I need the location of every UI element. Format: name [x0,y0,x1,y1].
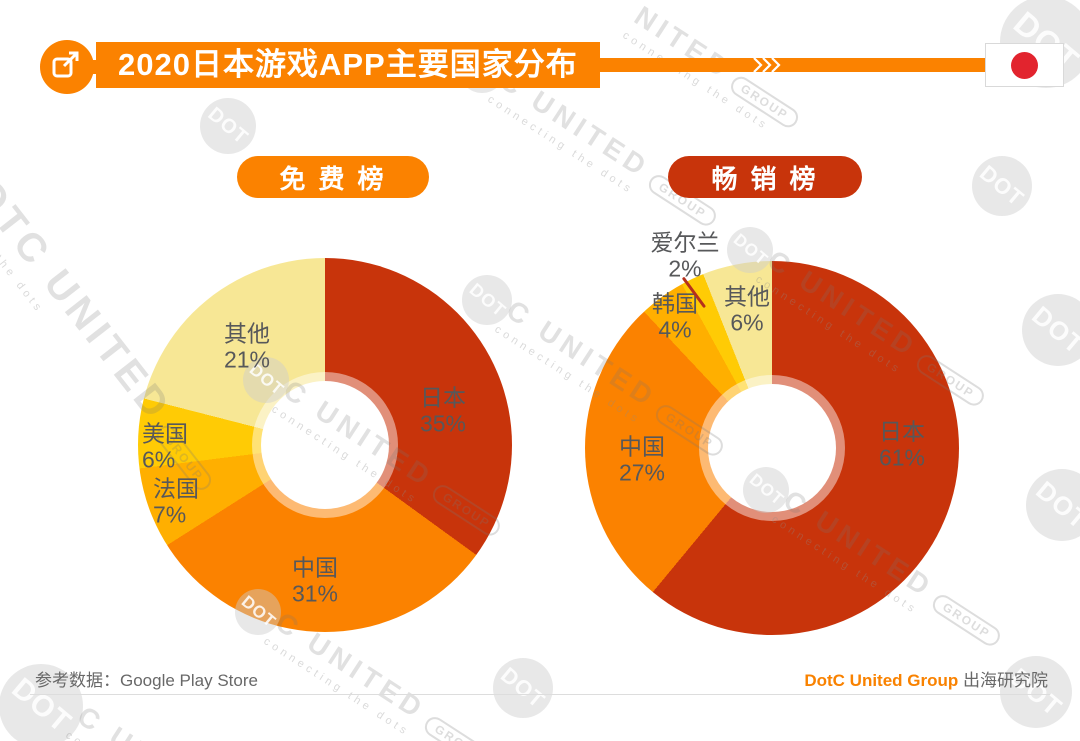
dotc-logo-text: DOT [975,160,1030,212]
dotc-logo-text: DOT [203,102,253,149]
page-title: 2020日本游戏APP主要国家分布 [96,42,600,88]
data-source-note: 参考数据：Google Play Store [35,671,258,690]
dotc-logo-text: DOT [1026,299,1080,360]
donut-hole [261,381,389,509]
free-chart-title: 免费榜 [237,156,429,198]
dotc-logo-text: DOT [496,662,551,714]
japan-flag-circle [1011,51,1038,79]
header-bar [598,58,985,72]
grossing-chart-title: 畅销榜 [668,156,862,198]
dotc-logo-circle: DOT [462,275,512,325]
brand-suffix: 出海研究院 [963,671,1048,690]
header-badge [40,40,94,94]
chevrons-right-icon [753,57,781,73]
dotc-logo-text: DOT [465,278,510,321]
dotc-logo-circle: DOT [200,98,256,154]
donut-hole [708,384,836,512]
dotc-logo-circle: DOT [1026,469,1080,541]
dotc-logo-circle: DOT [493,658,553,718]
dotc-logo-circle: DOT [972,156,1032,216]
external-link-icon [52,51,79,78]
grossing-chart-donut [585,261,959,635]
free-chart-donut [138,258,512,632]
footer-brand: DotC United Group 出海研究院 [804,666,1048,691]
brand-name: DotC United Group [804,671,959,690]
japan-flag [985,43,1064,87]
dotc-logo-circle: DOT [1022,294,1080,366]
dotc-logo-text: DOT [1030,474,1080,535]
footer-divider [30,694,1050,695]
